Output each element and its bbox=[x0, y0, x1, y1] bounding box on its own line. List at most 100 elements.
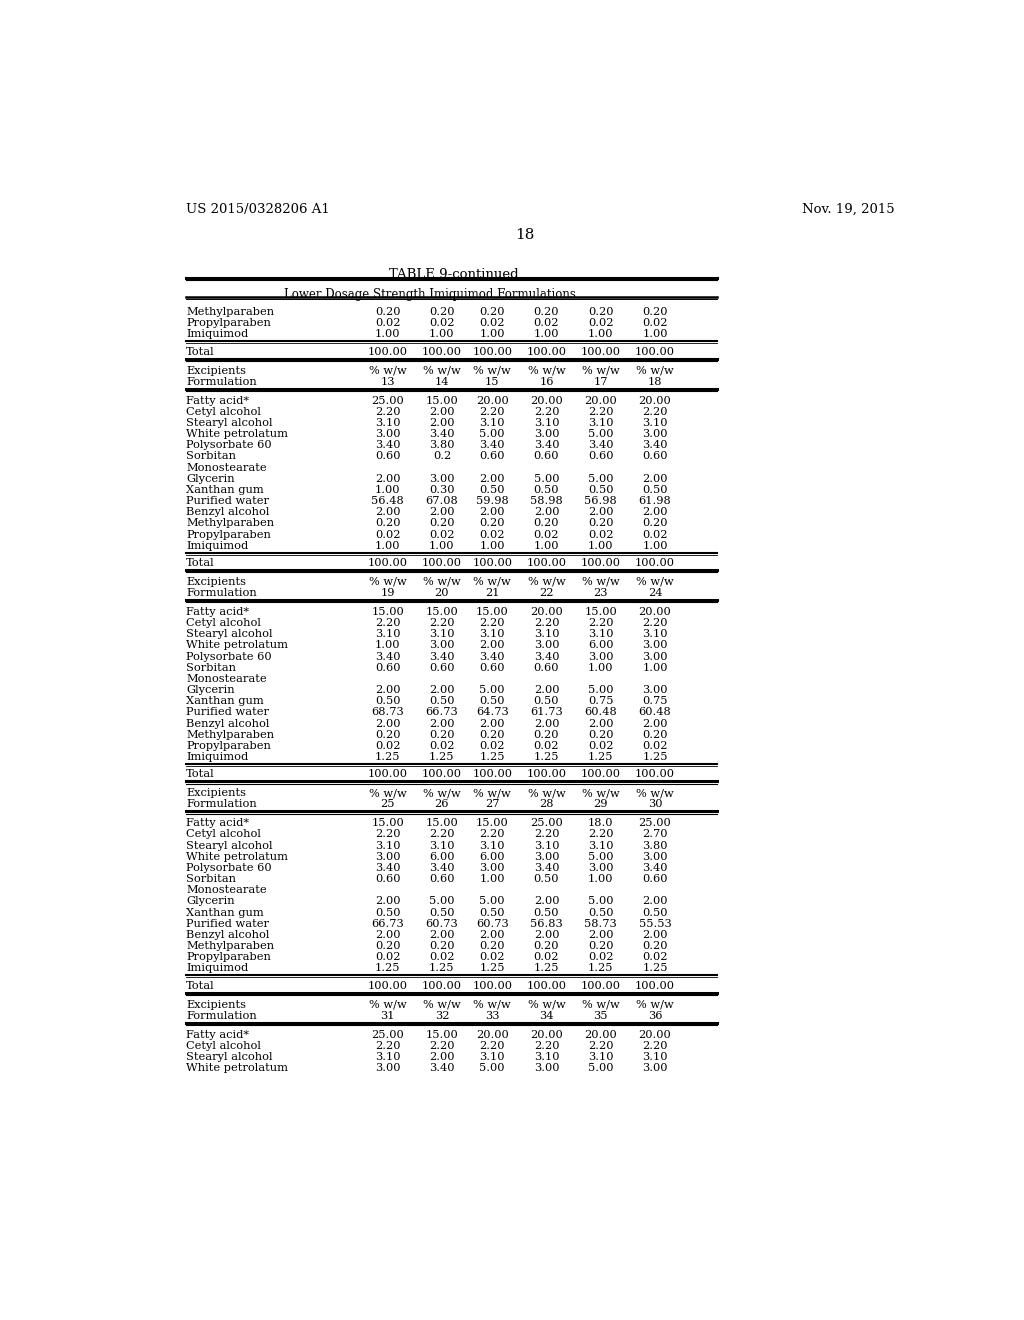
Text: Purified water: Purified water bbox=[186, 496, 269, 506]
Text: 15.00: 15.00 bbox=[585, 607, 617, 616]
Text: 100.00: 100.00 bbox=[422, 770, 462, 779]
Text: 0.20: 0.20 bbox=[588, 941, 613, 952]
Text: 60.48: 60.48 bbox=[639, 708, 672, 717]
Text: 1.00: 1.00 bbox=[588, 541, 613, 550]
Text: % w/w: % w/w bbox=[473, 366, 511, 375]
Text: 3.10: 3.10 bbox=[479, 630, 505, 639]
Text: 0.20: 0.20 bbox=[479, 941, 505, 952]
Text: Sorbitan: Sorbitan bbox=[186, 663, 237, 673]
Text: 25.00: 25.00 bbox=[372, 396, 404, 405]
Text: 1.25: 1.25 bbox=[534, 964, 559, 973]
Text: 19: 19 bbox=[380, 589, 395, 598]
Text: 6.00: 6.00 bbox=[479, 851, 505, 862]
Text: 64.73: 64.73 bbox=[476, 708, 509, 717]
Text: 2.00: 2.00 bbox=[429, 418, 455, 428]
Text: Propylparaben: Propylparaben bbox=[186, 741, 271, 751]
Text: % w/w: % w/w bbox=[636, 577, 674, 587]
Text: 1.00: 1.00 bbox=[534, 330, 559, 339]
Text: White petrolatum: White petrolatum bbox=[186, 851, 288, 862]
Text: 2.00: 2.00 bbox=[479, 507, 505, 517]
Text: 2.70: 2.70 bbox=[642, 829, 668, 840]
Text: 3.40: 3.40 bbox=[479, 652, 505, 661]
Text: 66.73: 66.73 bbox=[426, 708, 459, 717]
Text: Excipients: Excipients bbox=[186, 577, 246, 587]
Text: 0.02: 0.02 bbox=[375, 952, 400, 962]
Text: % w/w: % w/w bbox=[369, 999, 407, 1010]
Text: 2.00: 2.00 bbox=[642, 474, 668, 483]
Text: US 2015/0328206 A1: US 2015/0328206 A1 bbox=[186, 203, 330, 216]
Text: 0.60: 0.60 bbox=[642, 451, 668, 462]
Text: Xanthan gum: Xanthan gum bbox=[186, 484, 264, 495]
Text: 66.73: 66.73 bbox=[372, 919, 404, 929]
Text: 61.73: 61.73 bbox=[530, 708, 563, 717]
Text: 5.00: 5.00 bbox=[588, 851, 613, 862]
Text: 100.00: 100.00 bbox=[368, 558, 408, 568]
Text: 3.00: 3.00 bbox=[588, 652, 613, 661]
Text: 0.50: 0.50 bbox=[642, 908, 668, 917]
Text: % w/w: % w/w bbox=[423, 366, 461, 375]
Text: 3.00: 3.00 bbox=[534, 851, 559, 862]
Text: 3.00: 3.00 bbox=[375, 851, 400, 862]
Text: 0.60: 0.60 bbox=[642, 874, 668, 884]
Text: White petrolatum: White petrolatum bbox=[186, 1063, 288, 1073]
Text: 15.00: 15.00 bbox=[426, 396, 459, 405]
Text: % w/w: % w/w bbox=[527, 577, 565, 587]
Text: 1.00: 1.00 bbox=[642, 330, 668, 339]
Text: 32: 32 bbox=[434, 1011, 450, 1020]
Text: % w/w: % w/w bbox=[527, 366, 565, 375]
Text: 0.20: 0.20 bbox=[429, 519, 455, 528]
Text: 0.02: 0.02 bbox=[588, 318, 613, 329]
Text: 0.02: 0.02 bbox=[642, 952, 668, 962]
Text: 0.20: 0.20 bbox=[534, 519, 559, 528]
Text: 16: 16 bbox=[540, 376, 554, 387]
Text: 20.00: 20.00 bbox=[476, 396, 509, 405]
Text: Cetyl alcohol: Cetyl alcohol bbox=[186, 829, 261, 840]
Text: Propylparaben: Propylparaben bbox=[186, 318, 271, 329]
Text: 36: 36 bbox=[648, 1011, 663, 1020]
Text: 3.40: 3.40 bbox=[588, 441, 613, 450]
Text: 100.00: 100.00 bbox=[635, 558, 675, 568]
Text: 0.20: 0.20 bbox=[534, 941, 559, 952]
Text: 100.00: 100.00 bbox=[422, 981, 462, 991]
Text: 2.00: 2.00 bbox=[479, 640, 505, 651]
Text: % w/w: % w/w bbox=[423, 999, 461, 1010]
Text: 61.98: 61.98 bbox=[639, 496, 672, 506]
Text: 0.02: 0.02 bbox=[642, 318, 668, 329]
Text: 0.20: 0.20 bbox=[375, 730, 400, 739]
Text: 21: 21 bbox=[485, 589, 500, 598]
Text: Glycerin: Glycerin bbox=[186, 474, 234, 483]
Text: Fatty acid*: Fatty acid* bbox=[186, 1030, 249, 1040]
Text: 0.20: 0.20 bbox=[642, 519, 668, 528]
Text: 1.00: 1.00 bbox=[588, 663, 613, 673]
Text: Methylparaben: Methylparaben bbox=[186, 519, 274, 528]
Text: 58.98: 58.98 bbox=[530, 496, 563, 506]
Text: 2.00: 2.00 bbox=[534, 507, 559, 517]
Text: 3.10: 3.10 bbox=[375, 1052, 400, 1063]
Text: 0.20: 0.20 bbox=[642, 941, 668, 952]
Text: 2.20: 2.20 bbox=[375, 618, 400, 628]
Text: Formulation: Formulation bbox=[186, 800, 257, 809]
Text: 0.50: 0.50 bbox=[479, 908, 505, 917]
Text: Polysorbate 60: Polysorbate 60 bbox=[186, 863, 271, 873]
Text: 3.00: 3.00 bbox=[642, 652, 668, 661]
Text: 0.20: 0.20 bbox=[534, 730, 559, 739]
Text: % w/w: % w/w bbox=[423, 577, 461, 587]
Text: 0.60: 0.60 bbox=[534, 663, 559, 673]
Text: % w/w: % w/w bbox=[636, 366, 674, 375]
Text: 3.40: 3.40 bbox=[429, 429, 455, 440]
Text: 3.00: 3.00 bbox=[642, 640, 668, 651]
Text: 2.00: 2.00 bbox=[375, 896, 400, 907]
Text: 5.00: 5.00 bbox=[588, 896, 613, 907]
Text: 0.50: 0.50 bbox=[534, 696, 559, 706]
Text: 2.20: 2.20 bbox=[375, 1040, 400, 1051]
Text: 27: 27 bbox=[485, 800, 500, 809]
Text: 55.53: 55.53 bbox=[639, 919, 672, 929]
Text: 5.00: 5.00 bbox=[479, 1063, 505, 1073]
Text: 3.00: 3.00 bbox=[642, 429, 668, 440]
Text: Nov. 19, 2015: Nov. 19, 2015 bbox=[802, 203, 895, 216]
Text: % w/w: % w/w bbox=[473, 999, 511, 1010]
Text: 5.00: 5.00 bbox=[588, 1063, 613, 1073]
Text: 20.00: 20.00 bbox=[639, 1030, 672, 1040]
Text: 0.02: 0.02 bbox=[642, 529, 668, 540]
Text: TABLE 9-continued: TABLE 9-continued bbox=[389, 268, 518, 281]
